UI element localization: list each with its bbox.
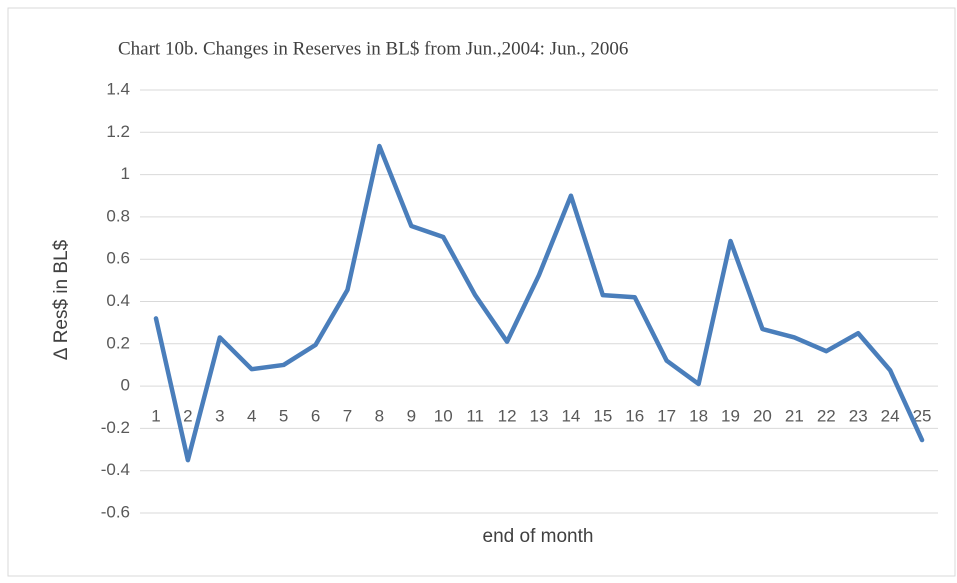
y-axis-title: Δ Res$ in BL$ [51, 239, 72, 360]
x-tick-label: 23 [849, 407, 868, 426]
x-tick-label: 8 [375, 407, 384, 426]
chart-frame [7, 7, 956, 577]
x-tick-label: 2 [183, 407, 192, 426]
x-tick-label: 18 [689, 407, 708, 426]
chart-title: Chart 10b. Changes in Reserves in BL$ fr… [118, 38, 628, 59]
y-tick-label: -0.6 [101, 502, 130, 521]
x-tick-label: 6 [311, 407, 320, 426]
y-tick-label: 0 [121, 376, 130, 395]
data-line [153, 143, 925, 463]
x-tick-label: 9 [407, 407, 416, 426]
y-tick-label: 1.4 [106, 79, 130, 98]
y-tick-label: 0.2 [106, 333, 130, 352]
x-tick-label: 5 [279, 407, 288, 426]
y-tick-label: 0.8 [106, 206, 130, 225]
x-tick-label: 12 [498, 407, 517, 426]
x-tick-label: 17 [657, 407, 676, 426]
x-tick-label: 14 [561, 407, 580, 426]
x-tick-label: 10 [434, 407, 453, 426]
y-tick-label: -0.4 [101, 460, 130, 479]
x-tick-label: 1 [151, 407, 160, 426]
x-tick-label: 7 [343, 407, 352, 426]
y-tick-label: 0.4 [106, 291, 130, 310]
x-axis-title: end of month [483, 526, 594, 547]
x-tick-label: 11 [466, 407, 484, 426]
x-tick-label: 3 [215, 407, 224, 426]
x-tick-label: 15 [593, 407, 612, 426]
x-tick-label: 13 [530, 407, 549, 426]
x-tick-label: 20 [753, 407, 772, 426]
y-tick-label: 1 [121, 164, 130, 183]
x-tick-label: 24 [881, 407, 900, 426]
y-tick-label: 1.2 [106, 122, 130, 141]
x-tick-label: 22 [817, 407, 836, 426]
x-tick-label: 21 [785, 407, 804, 426]
x-tick-label: 25 [913, 407, 932, 426]
x-tick-label: 4 [247, 407, 256, 426]
x-tick-label: 16 [625, 407, 644, 426]
y-tick-label: -0.2 [101, 418, 130, 437]
y-tick-label: 0.6 [106, 249, 130, 268]
x-tick-label: 19 [721, 407, 740, 426]
